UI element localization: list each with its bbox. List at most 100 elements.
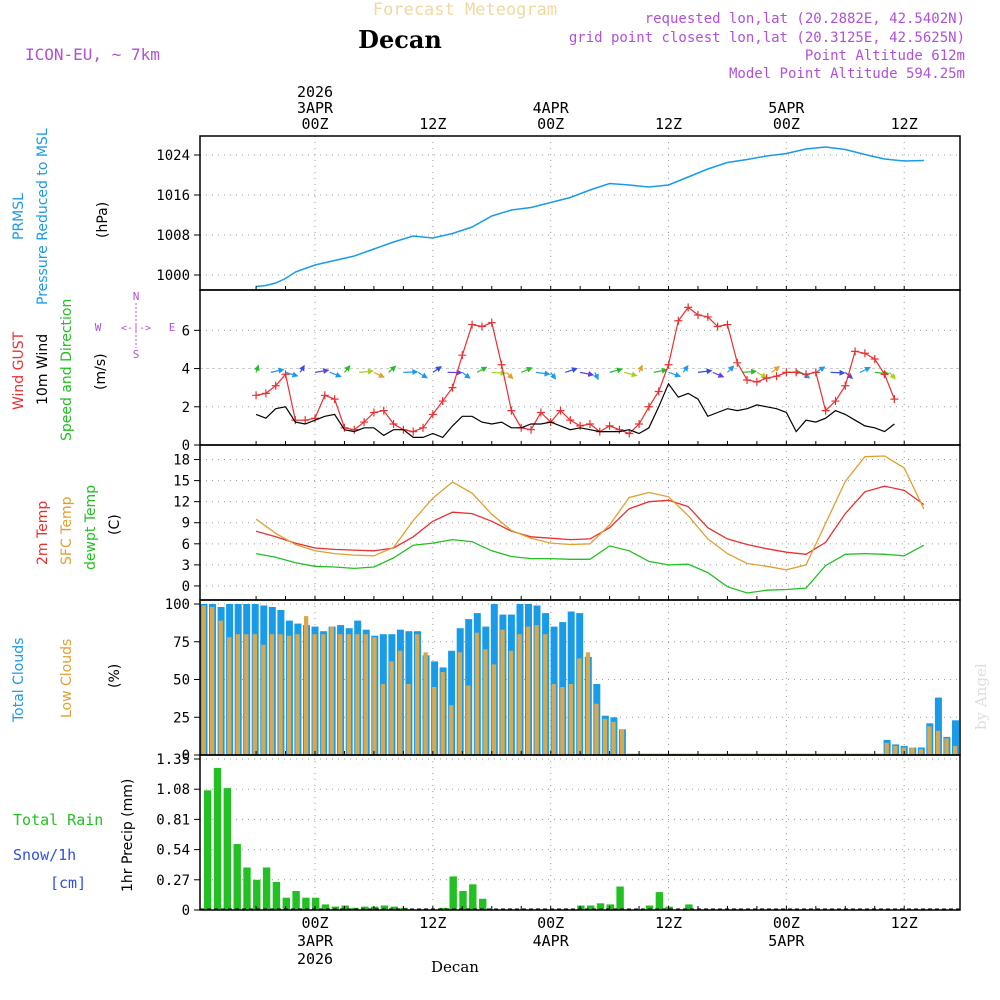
rain-bar: [361, 906, 369, 910]
location-title: Decan: [358, 25, 442, 54]
wind-gust-marker: [703, 312, 712, 321]
wind-direction-arrow: [874, 370, 890, 377]
wind-gust-marker: [870, 354, 879, 363]
low-cloud-bar: [278, 634, 283, 755]
low-cloud-bar: [884, 742, 889, 755]
rain-bar: [312, 897, 320, 910]
low-cloud-bar: [543, 634, 548, 755]
watermark: by Angel: [972, 663, 990, 730]
wind-direction-arrow: [712, 371, 725, 378]
wind-ylabel-10m: 10m Wind: [35, 334, 51, 405]
wind-gust-marker: [684, 303, 693, 312]
low-cloud-bar: [935, 730, 941, 755]
low-cloud-bar: [329, 626, 334, 755]
low-cloud-bar: [594, 703, 599, 755]
rain-bar: [439, 907, 448, 910]
low-cloud-bar: [893, 745, 898, 755]
rain-bar: [449, 876, 457, 910]
bottom-time-label: 12Z: [419, 914, 446, 932]
wind-direction-arrow: [756, 371, 768, 379]
wind-gust-marker: [615, 425, 624, 434]
wind-gust-marker: [497, 360, 506, 369]
top-time-label: 12Z: [891, 115, 918, 133]
wind-direction-arrow: [830, 369, 846, 376]
top-time-label: 3APR: [297, 99, 334, 117]
low-cloud-bar: [338, 634, 343, 755]
wind-gust-marker: [635, 419, 644, 428]
pressure-ylabel-name: Pressure Reduced to MSL: [35, 128, 51, 305]
wind-gust-marker: [654, 387, 663, 396]
bottom-time-label: 00Z: [773, 914, 800, 932]
wind-gust-marker: [802, 370, 810, 379]
ytick-label: 0.81: [156, 812, 190, 828]
temp-ylabel-unit: (C): [107, 514, 123, 535]
low-cloud-bar: [457, 652, 462, 755]
low-cloud-bar: [585, 652, 591, 755]
rain-bar: [233, 844, 241, 910]
wind-direction-arrow: [506, 371, 514, 380]
wind-ylabel-gust: Wind GUST: [11, 331, 27, 410]
wind-gust-marker: [831, 397, 840, 406]
pressure-ylabel-prmsl: PRMSL: [11, 193, 27, 240]
wind-direction-arrow: [727, 365, 735, 373]
top-time-label: 5APR: [768, 99, 805, 117]
wind-gust-marker: [585, 419, 594, 428]
wind-direction-arrow: [520, 367, 533, 373]
bottom-time-label: 4APR: [533, 932, 570, 950]
ytick-label: 12: [173, 495, 190, 511]
label-layer: 1000100810161024024603691215180255075100…: [11, 83, 918, 968]
wind-gust-marker: [880, 370, 889, 379]
low-cloud-bar: [295, 634, 300, 755]
wind-gust-marker: [527, 425, 536, 434]
ytick-label: 0: [182, 903, 190, 919]
rain-bar: [243, 867, 251, 910]
rain-bar: [370, 906, 379, 910]
low-cloud-bar: [517, 634, 522, 755]
pressure-line: [256, 146, 924, 288]
low-cloud-bar: [355, 634, 360, 755]
wind-direction-arrow: [388, 365, 397, 373]
wind-gust-marker: [419, 423, 428, 432]
precip-label-snow: Snow/1h: [13, 846, 76, 864]
low-cloud-bar: [953, 745, 958, 755]
rain-bar: [596, 903, 605, 910]
wind-gust-marker: [782, 368, 791, 377]
rain-bar: [606, 904, 614, 910]
wind-gust-marker: [360, 418, 369, 427]
wind-gust-marker: [428, 410, 437, 419]
rain-bar: [390, 906, 398, 910]
wind-direction-arrow: [270, 367, 285, 374]
temp-dewpt-line: [255, 538, 925, 594]
low-cloud-bar: [491, 664, 497, 755]
low-cloud-bar: [944, 738, 949, 755]
wind-gust-marker: [762, 374, 771, 383]
total-cloud-bar: [567, 611, 575, 755]
wind-direction-arrow: [742, 368, 757, 375]
panel-frame-precip: [199, 754, 961, 911]
wind-direction-arrow: [254, 364, 260, 373]
wind-speed-line: [255, 382, 895, 439]
wind-direction-arrow: [373, 371, 385, 378]
wind-gust-marker: [792, 368, 801, 377]
rain-bar: [469, 884, 477, 910]
low-cloud-bar: [432, 687, 437, 755]
clouds-ylabel-total: Total Clouds: [11, 638, 27, 723]
ytick-label: 4: [182, 362, 190, 378]
ytick-label: 2: [182, 400, 190, 416]
plot-layer: [200, 146, 960, 910]
low-cloud-bar: [363, 634, 368, 755]
ytick-label: 0: [182, 748, 190, 764]
wind-gust-marker: [438, 397, 447, 406]
wind-direction-arrow: [580, 371, 595, 377]
low-cloud-bar: [389, 661, 394, 755]
ytick-label: 0: [182, 438, 190, 454]
wind-gust-marker: [674, 316, 683, 325]
wind-direction-arrow: [697, 368, 713, 375]
low-cloud-bar: [577, 658, 582, 755]
compass-n: N: [133, 290, 140, 303]
precip-ylabel: 1hr Precip (mm): [120, 779, 136, 892]
rain-bar: [223, 788, 231, 910]
wind-gust-marker: [379, 406, 388, 415]
rain-bar: [262, 867, 271, 910]
panel-frame-pressure: [199, 135, 961, 291]
